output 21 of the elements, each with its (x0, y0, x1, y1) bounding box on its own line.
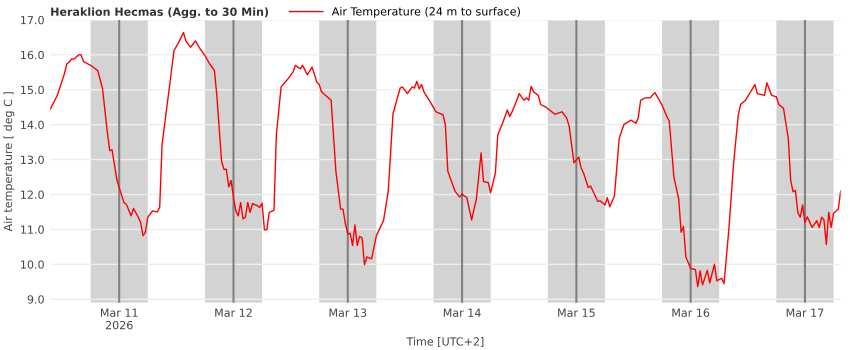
y-tick-label: 9.0 (28, 295, 44, 304)
y-tick-label: 16.0 (21, 50, 44, 60)
y-tick-label: 11.0 (21, 225, 44, 234)
y-tick-label: 13.0 (21, 156, 44, 164)
y-tick-label: 15.0 (21, 86, 44, 94)
x-tick-label: Mar 12 (215, 308, 252, 317)
x-tick-label: Mar 16 (672, 308, 710, 317)
y-axis-title: Air temperature [ deg C ] (4, 92, 14, 232)
y-tick-label: 12.0 (21, 190, 44, 199)
x-tick-label: Mar 14 (444, 308, 481, 317)
y-tick-label: 14.0 (21, 120, 44, 130)
y-tick-label: 10.0 (21, 260, 44, 269)
y-tick-label: 17.0 (21, 16, 44, 24)
x-tick-label: Mar 17 (786, 308, 824, 317)
x-tick-label: Mar 11 2026 (100, 308, 138, 330)
legend-label: Air Temperature (24 m to surface) (332, 6, 520, 18)
line-series (50, 32, 841, 288)
x-tick-label: Mar 15 (558, 308, 595, 317)
x-tick-label: Mar 13 (330, 308, 366, 317)
chart-title: Heraklion Hecmas (Agg. to 30 Min) (51, 7, 268, 18)
x-axis-title: Time [UTC+2] (406, 337, 484, 347)
